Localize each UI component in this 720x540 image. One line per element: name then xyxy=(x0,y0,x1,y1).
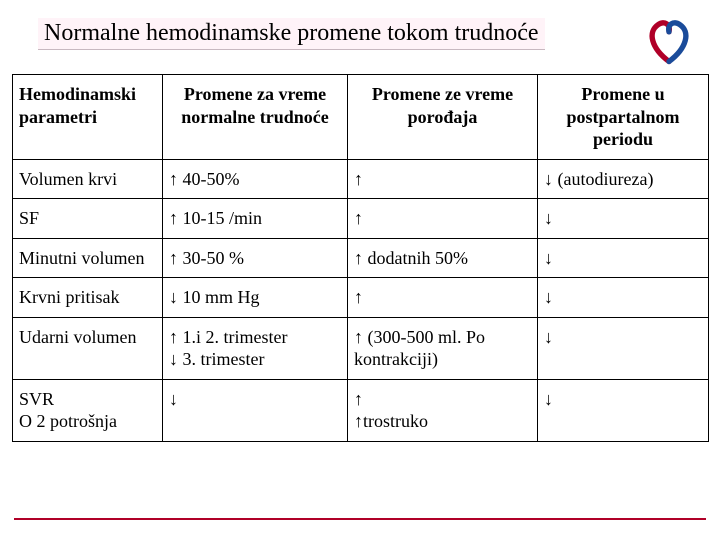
table-row: Minutni volumen ↑ 30-50 % ↑ dodatnih 50%… xyxy=(13,238,709,278)
page-title: Normalne hemodinamske promene tokom trud… xyxy=(38,18,545,50)
cell-labor: ↑↑trostruko xyxy=(348,379,538,441)
cell-postpartum: ↓ (autodiureza) xyxy=(538,159,709,199)
footer-rule xyxy=(14,518,706,520)
col-pregnancy: Promene za vreme normalne trudnoće xyxy=(163,75,348,160)
table-header-row: Hemodinamski parametri Promene za vreme … xyxy=(13,75,709,160)
cell-param: SVRO 2 potrošnja xyxy=(13,379,163,441)
cell-param: Udarni volumen xyxy=(13,317,163,379)
cell-param: Volumen krvi xyxy=(13,159,163,199)
cell-pregnancy: ↑ 1.i 2. trimester↓ 3. trimester xyxy=(163,317,348,379)
cell-param: SF xyxy=(13,199,163,239)
cell-pregnancy: ↓ 10 mm Hg xyxy=(163,278,348,318)
cell-postpartum: ↓ xyxy=(538,199,709,239)
table-row: Volumen krvi ↑ 40-50% ↑ ↓ (autodiureza) xyxy=(13,159,709,199)
cell-labor: ↑ (300-500 ml. Po kontrakciji) xyxy=(348,317,538,379)
cell-labor: ↑ dodatnih 50% xyxy=(348,238,538,278)
cell-postpartum: ↓ xyxy=(538,278,709,318)
table-row: Krvni pritisak ↓ 10 mm Hg ↑ ↓ xyxy=(13,278,709,318)
col-labor: Promene ze vreme porođaja xyxy=(348,75,538,160)
cell-postpartum: ↓ xyxy=(538,238,709,278)
cell-labor: ↑ xyxy=(348,278,538,318)
cell-labor: ↑ xyxy=(348,199,538,239)
cell-pregnancy: ↑ 30-50 % xyxy=(163,238,348,278)
cell-param: Minutni volumen xyxy=(13,238,163,278)
table-row: Udarni volumen ↑ 1.i 2. trimester↓ 3. tr… xyxy=(13,317,709,379)
cell-labor: ↑ xyxy=(348,159,538,199)
cell-postpartum: ↓ xyxy=(538,379,709,441)
cell-pregnancy: ↑ 40-50% xyxy=(163,159,348,199)
table-row: SVRO 2 potrošnja ↓ ↑↑trostruko ↓ xyxy=(13,379,709,441)
cell-param: Krvni pritisak xyxy=(13,278,163,318)
hemodynamics-table: Hemodinamski parametri Promene za vreme … xyxy=(12,74,709,442)
col-postpartum: Promene u postpartalnom periodu xyxy=(538,75,709,160)
cell-pregnancy: ↑ 10-15 /min xyxy=(163,199,348,239)
cell-postpartum: ↓ xyxy=(538,317,709,379)
col-param: Hemodinamski parametri xyxy=(13,75,163,160)
cell-pregnancy: ↓ xyxy=(163,379,348,441)
table-row: SF ↑ 10-15 /min ↑ ↓ xyxy=(13,199,709,239)
title-bar: Normalne hemodinamske promene tokom trud… xyxy=(0,0,720,50)
heart-logo xyxy=(642,12,696,66)
